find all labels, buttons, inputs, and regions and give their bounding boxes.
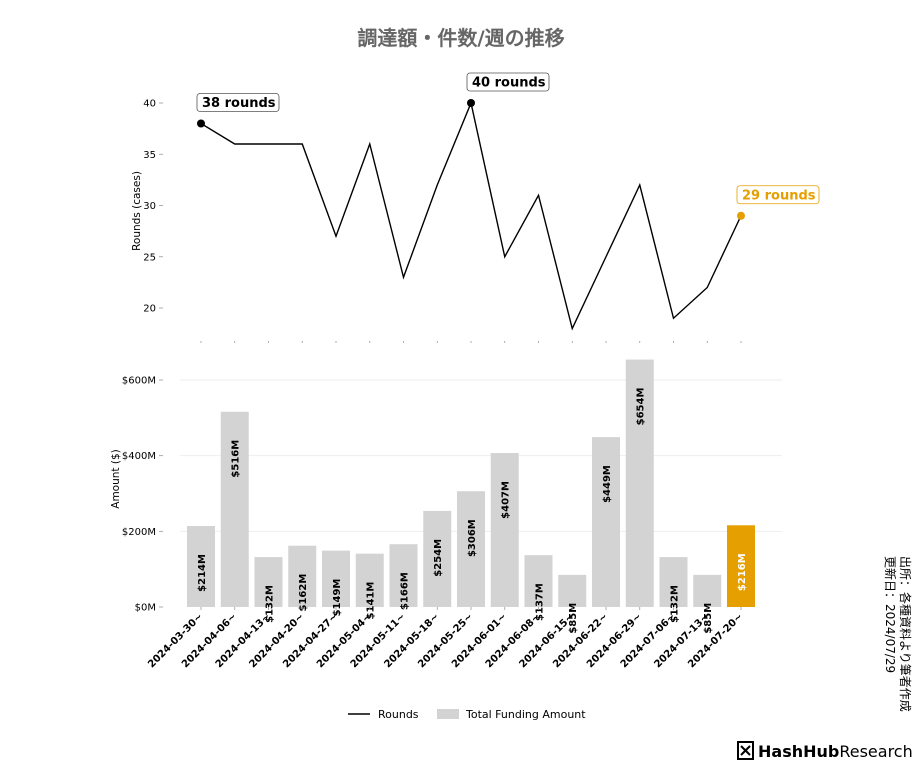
brand-name: HashHubResearch	[758, 742, 913, 761]
funding-bar	[423, 510, 452, 607]
brand-name-light: Research	[839, 742, 912, 761]
update-date-line: 更新日：2024/07/29	[883, 556, 898, 673]
funding-bar	[389, 544, 418, 607]
line-y-axis-label: Rounds (cases)	[131, 171, 143, 251]
bar-value-label: $137M	[535, 583, 546, 621]
line-y-tick: 35	[143, 150, 156, 161]
bar-value-label: $132M	[670, 585, 681, 623]
bar-value-label: $149M	[332, 579, 343, 617]
line-y-tick: 40	[143, 99, 156, 110]
bar-value-label: $254M	[433, 539, 444, 577]
funding-bar	[457, 491, 485, 607]
callout-label: 40 rounds	[472, 76, 546, 91]
line-y-tick: 30	[143, 201, 156, 212]
line-y-tick: 20	[143, 304, 156, 315]
line-y-tick: 25	[143, 252, 156, 263]
bar-value-label: $449M	[602, 465, 613, 503]
rounds-series-line	[200, 100, 742, 331]
funding-bar	[592, 437, 620, 607]
funding-bar	[558, 574, 587, 607]
bar-panel: Amount ($) $0M $200M $400M $600M $214M $516M…	[110, 359, 782, 670]
legend-bar-swatch	[437, 709, 459, 719]
funding-bar	[355, 553, 384, 607]
callout-box	[196, 93, 280, 112]
legend-item-rounds: Rounds	[378, 708, 419, 721]
callout-label: 38 rounds	[202, 96, 276, 111]
funding-bar	[254, 557, 283, 607]
bar-value-label: $214M	[197, 554, 208, 592]
brand-logo: HashHubResearch	[737, 741, 913, 761]
rounds-marker	[467, 99, 475, 107]
bar-y-axis-label: Amount ($)	[110, 449, 122, 508]
line-panel: Rounds (cases) 20 25 30 35 40 38 rounds 40 ro…	[131, 72, 820, 343]
funding-bar	[490, 453, 519, 607]
legend-item-funding: Total Funding Amount	[465, 708, 586, 721]
funding-bar	[625, 359, 654, 607]
source-note: 出所：各種資料より筆者作成 更新日：2024/07/29	[883, 556, 913, 712]
funding-bar	[187, 526, 215, 607]
bar-value-label: $516M	[231, 440, 242, 478]
hashhub-logo-icon	[737, 741, 754, 760]
funding-bar	[288, 545, 317, 607]
bar-value-label: $162M	[298, 574, 309, 612]
bar-y-tick: $400M	[122, 451, 156, 462]
bar-value-label: $85M	[568, 603, 579, 634]
funding-bar	[693, 574, 722, 607]
bar-value-label: $166M	[400, 572, 411, 610]
brand-name-bold: HashHub	[758, 742, 839, 761]
funding-bar	[220, 411, 249, 607]
funding-bar	[727, 525, 755, 607]
callout-box	[736, 185, 820, 205]
bar-value-label: $654M	[636, 388, 647, 426]
bar-y-tick: $200M	[122, 527, 156, 538]
legend: Rounds Total Funding Amount	[348, 708, 586, 721]
callout-label: 29 rounds	[742, 188, 816, 203]
callout-box	[466, 72, 550, 92]
bar-value-label: $407M	[501, 481, 512, 519]
chart-title: 調達額・件数/週の推移	[357, 26, 564, 50]
bar-value-label: $132M	[265, 585, 276, 623]
bar-value-label: $216M	[737, 553, 748, 591]
funding-bar	[659, 557, 688, 607]
source-line: 出所：各種資料より筆者作成	[898, 556, 913, 712]
rounds-marker	[737, 211, 745, 220]
bar-y-tick: $600M	[122, 376, 156, 387]
rounds-marker	[197, 119, 205, 128]
funding-bar	[322, 550, 350, 607]
funding-bar	[524, 555, 553, 607]
bar-value-label: $141M	[366, 582, 377, 620]
bar-y-tick: $0M	[135, 603, 156, 614]
bar-value-label: $306M	[467, 519, 478, 557]
bar-value-label: $85M	[703, 603, 714, 634]
